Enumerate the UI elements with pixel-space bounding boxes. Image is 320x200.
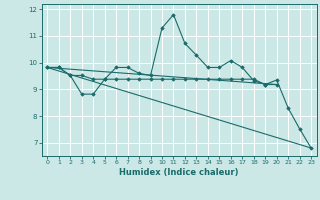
X-axis label: Humidex (Indice chaleur): Humidex (Indice chaleur) bbox=[119, 168, 239, 177]
